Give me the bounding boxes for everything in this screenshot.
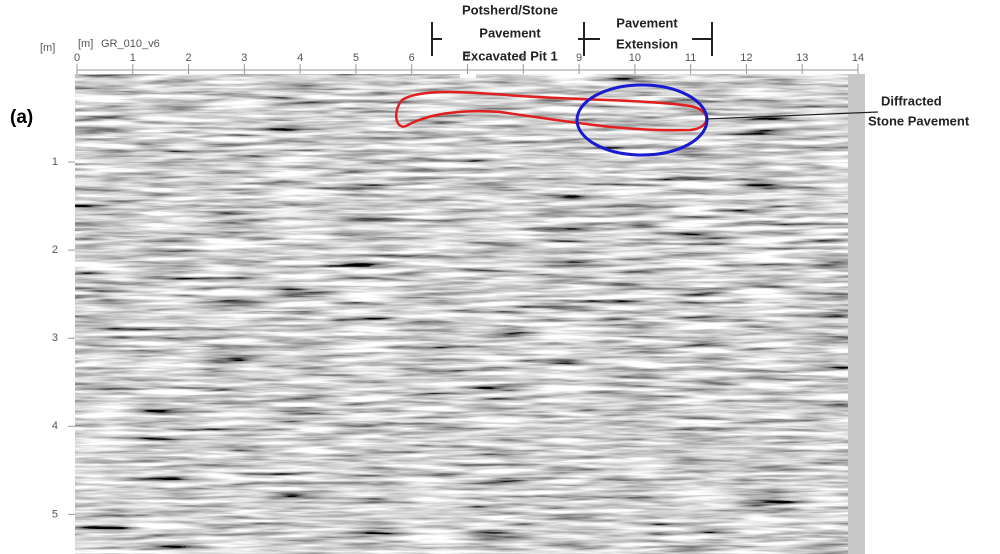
pit-bracket [431,22,713,56]
x-tick-label: 13 [796,52,808,64]
profile-name: GR_010_v6 [101,38,160,50]
y-tick-label: 5 [52,508,58,520]
x-tick-label: 0 [74,52,80,64]
extension-label: Extension [616,36,678,51]
extension-label: Pavement [616,15,678,30]
x-tick-label: 3 [241,52,247,64]
x-tick-label: 2 [186,52,192,64]
x-tick-label: 12 [740,52,752,64]
pit-label: Potsherd/Stone [462,2,558,17]
y-tick-label: 3 [52,332,58,344]
x-axis-unit: [m] [78,38,93,50]
x-tick-label: 1 [130,52,136,64]
x-tick-label: 6 [409,52,415,64]
pit-label: Pavement [479,25,541,40]
panel-label: (a) [10,107,33,128]
radargram-image [75,74,848,554]
x-tick-label: 7 [464,52,470,64]
y-tick-label: 2 [52,244,58,256]
x-tick-label: 11 [685,52,696,64]
x-tick-label: 14 [852,52,864,64]
x-tick-label: 8 [520,52,526,64]
x-tick-label: 4 [297,52,303,64]
diffracted-label: Stone Pavement [868,113,970,128]
extension-outline [575,83,709,157]
pit-outline [394,90,708,132]
x-tick-label: 9 [576,52,582,64]
x-tick-label: 10 [629,52,641,64]
leader-line [705,111,879,120]
y-tick-label: 4 [52,420,58,432]
diffracted-label: Diffracted [881,93,942,108]
x-tick-label: 5 [353,52,359,64]
image-border [848,74,865,554]
y-tick-label: 1 [52,156,58,168]
y-axis-unit: [m] [40,42,55,54]
pit-label: Excavated Pit 1 [462,48,557,63]
